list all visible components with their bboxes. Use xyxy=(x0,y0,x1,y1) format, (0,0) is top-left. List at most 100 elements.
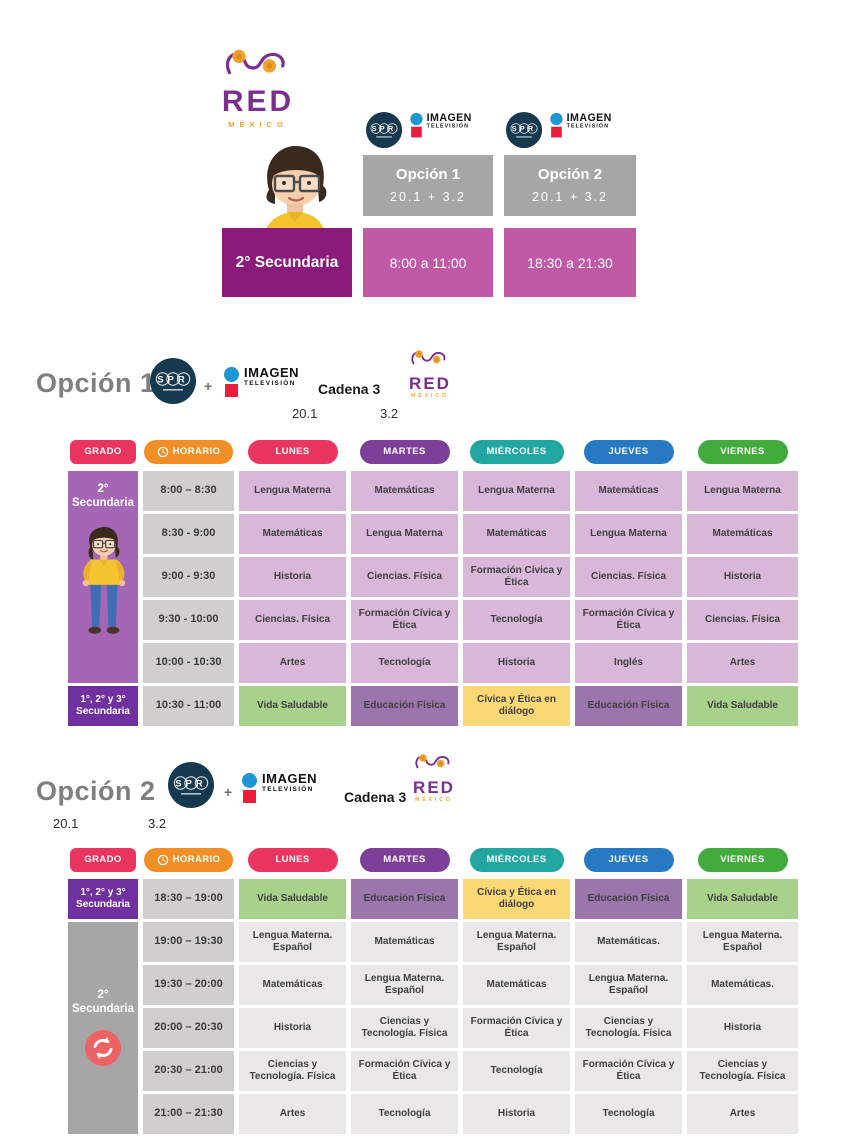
imagen-marks-icon xyxy=(242,772,257,803)
table-header-row: GRADO HORARIO LUNES MARTES MIÉRCOLES JUE… xyxy=(68,846,798,873)
subject-cell: Cívica y Ética en diálogo xyxy=(463,879,570,919)
subject-cell: Inglés xyxy=(575,643,682,683)
section-title: Opción 2 xyxy=(36,776,156,806)
subject-cell: Tecnología xyxy=(575,1094,682,1134)
subject-cell: Vida Saludable xyxy=(239,879,346,919)
subject-cell: Formación Cívica y Ética xyxy=(575,1051,682,1091)
subject-cell: Matemáticas xyxy=(239,965,346,1005)
subject-cell: Formación Cívica y Ética xyxy=(463,1008,570,1048)
subject-cell: Ciencias. Física xyxy=(351,557,458,597)
opcion1-section: Opción 1 SPR + IMAGEN TELEVISIÓN Cadena … xyxy=(0,350,853,758)
red-squiggle-icon xyxy=(225,49,285,75)
subject-cell: Educación Física xyxy=(575,686,682,726)
opcion1-table: GRADO HORARIO LUNES MARTES MIÉRCOLES JUE… xyxy=(68,438,798,726)
grado-cell: 1°, 2° y 3° Secundaria xyxy=(68,879,138,919)
clock-icon xyxy=(157,854,168,865)
subject-cell: Educación Física xyxy=(351,686,458,726)
imagen-tv-logo: IMAGEN TELEVISIÓN xyxy=(410,111,472,138)
subject-cell: Lengua Materna. Español xyxy=(575,965,682,1005)
time-cell: 10:00 - 10:30 xyxy=(143,643,234,683)
red-mexico-logo: RED MÉXICO xyxy=(402,752,466,803)
col-header-grado: GRADO xyxy=(70,439,136,464)
svg-text:SPR: SPR xyxy=(175,779,207,790)
subject-cell: Lengua Materna xyxy=(575,514,682,554)
time-cell: 8:30 - 9:00 xyxy=(143,514,234,554)
option1-box: Opción 1 20.1 + 3.2 xyxy=(363,155,493,216)
imagen-channel-number: 3.2 xyxy=(148,816,167,831)
red-squiggle-icon xyxy=(415,754,450,769)
option2-time-box: 18:30 a 21:30 xyxy=(504,228,636,297)
subject-cell: Ciencias. Física xyxy=(687,600,798,640)
subject-cell: Historia xyxy=(687,557,798,597)
option2-box: Opción 2 20.1 + 3.2 xyxy=(504,155,636,216)
col-header-jueves: JUEVES xyxy=(583,847,674,872)
subject-cell: Lengua Materna. Español xyxy=(351,965,458,1005)
subject-cell: Matemáticas. xyxy=(575,922,682,962)
red-mexico-logo: RED MÉXICO xyxy=(398,348,462,399)
subject-cell: Matemáticas xyxy=(463,965,570,1005)
spr-logo: SPR xyxy=(168,762,214,808)
broadcasters-logos-option2: SPR IMAGEN TELEVISIÓN xyxy=(506,111,612,149)
col-header-viernes: VIERNES xyxy=(697,439,788,464)
subject-cell: Matemáticas xyxy=(463,514,570,554)
subject-cell: Lengua Materna. Español xyxy=(687,922,798,962)
subject-cell: Ciencias. Física xyxy=(575,557,682,597)
subject-cell: Educación Física xyxy=(351,879,458,919)
red-squiggle-icon xyxy=(411,350,446,365)
subject-cell: Matemáticas xyxy=(575,471,682,511)
subject-cell: Artes xyxy=(239,1094,346,1134)
imagen-channel-number: 3.2 xyxy=(380,406,399,421)
imagen-marks-icon xyxy=(550,112,563,138)
imagen-marks-icon xyxy=(410,112,423,138)
subject-cell: Tecnología xyxy=(351,1094,458,1134)
red-logo-sub: MÉXICO xyxy=(228,120,288,129)
opcion2-table: GRADO HORARIO LUNES MARTES MIÉRCOLES JUE… xyxy=(68,846,798,1134)
col-header-miercoles: MIÉRCOLES xyxy=(469,439,564,464)
time-cell: 10:30 - 11:00 xyxy=(143,686,234,726)
subject-cell: Lengua Materna xyxy=(351,514,458,554)
subject-cell: Educación Física xyxy=(575,879,682,919)
col-header-jueves: JUEVES xyxy=(583,439,674,464)
table-body: 2° Secundaria xyxy=(68,471,798,726)
time-cell: 8:00 – 8:30 xyxy=(143,471,234,511)
grado-cell: 2° Secundaria xyxy=(68,922,138,1134)
time-cell: 21:00 – 21:30 xyxy=(143,1094,234,1134)
plus-sign: + xyxy=(224,784,233,800)
subject-cell: Lengua Materna xyxy=(687,471,798,511)
cadena-label: Cadena 3 xyxy=(318,381,381,397)
subject-cell: Formación Cívica y Ética xyxy=(575,600,682,640)
broadcasters-logos-option1: SPR IMAGEN TELEVISIÓN xyxy=(366,111,472,149)
subject-cell: Vida Saludable xyxy=(687,686,798,726)
col-header-horario: HORARIO xyxy=(144,439,233,464)
subject-cell: Artes xyxy=(687,1094,798,1134)
subject-cell: Lengua Materna xyxy=(463,471,570,511)
time-cell: 9:00 - 9:30 xyxy=(143,557,234,597)
grado-cell: 2° Secundaria xyxy=(68,471,138,683)
subject-cell: Ciencias y Tecnología. Física xyxy=(239,1051,346,1091)
opcion2-section: Opción 2 SPR + IMAGEN TELEVISIÓN Cadena … xyxy=(0,754,853,1137)
grade-box: 2° Secundaria xyxy=(222,228,352,297)
subject-cell: Formación Cívica y Ética xyxy=(463,557,570,597)
option1-time-box: 8:00 a 11:00 xyxy=(363,228,493,297)
subject-cell: Artes xyxy=(687,643,798,683)
table-body: 1°, 2° y 3° Secundaria 18:30 – 19:00 Vid… xyxy=(68,879,798,1134)
subject-cell: Tecnología xyxy=(463,1051,570,1091)
subject-cell: Formación Cívica y Ética xyxy=(351,600,458,640)
subject-cell: Tecnología xyxy=(351,643,458,683)
spr-logo: SPR xyxy=(506,112,543,149)
svg-text:SPR: SPR xyxy=(157,375,189,386)
time-cell: 9:30 - 10:00 xyxy=(143,600,234,640)
col-header-miercoles: MIÉRCOLES xyxy=(469,847,564,872)
subject-cell: Historia xyxy=(239,557,346,597)
subject-cell: Matemáticas xyxy=(351,471,458,511)
spr-channel-number: 20.1 xyxy=(292,406,318,421)
col-header-lunes: LUNES xyxy=(247,439,338,464)
col-header-martes: MARTES xyxy=(359,847,450,872)
col-header-viernes: VIERNES xyxy=(697,847,788,872)
subject-cell: Historia xyxy=(463,1094,570,1134)
time-cell: 20:30 – 21:00 xyxy=(143,1051,234,1091)
subject-cell: Lengua Materna xyxy=(239,471,346,511)
subject-cell: Matemáticas. xyxy=(687,965,798,1005)
subject-cell: Lengua Materna. Español xyxy=(239,922,346,962)
